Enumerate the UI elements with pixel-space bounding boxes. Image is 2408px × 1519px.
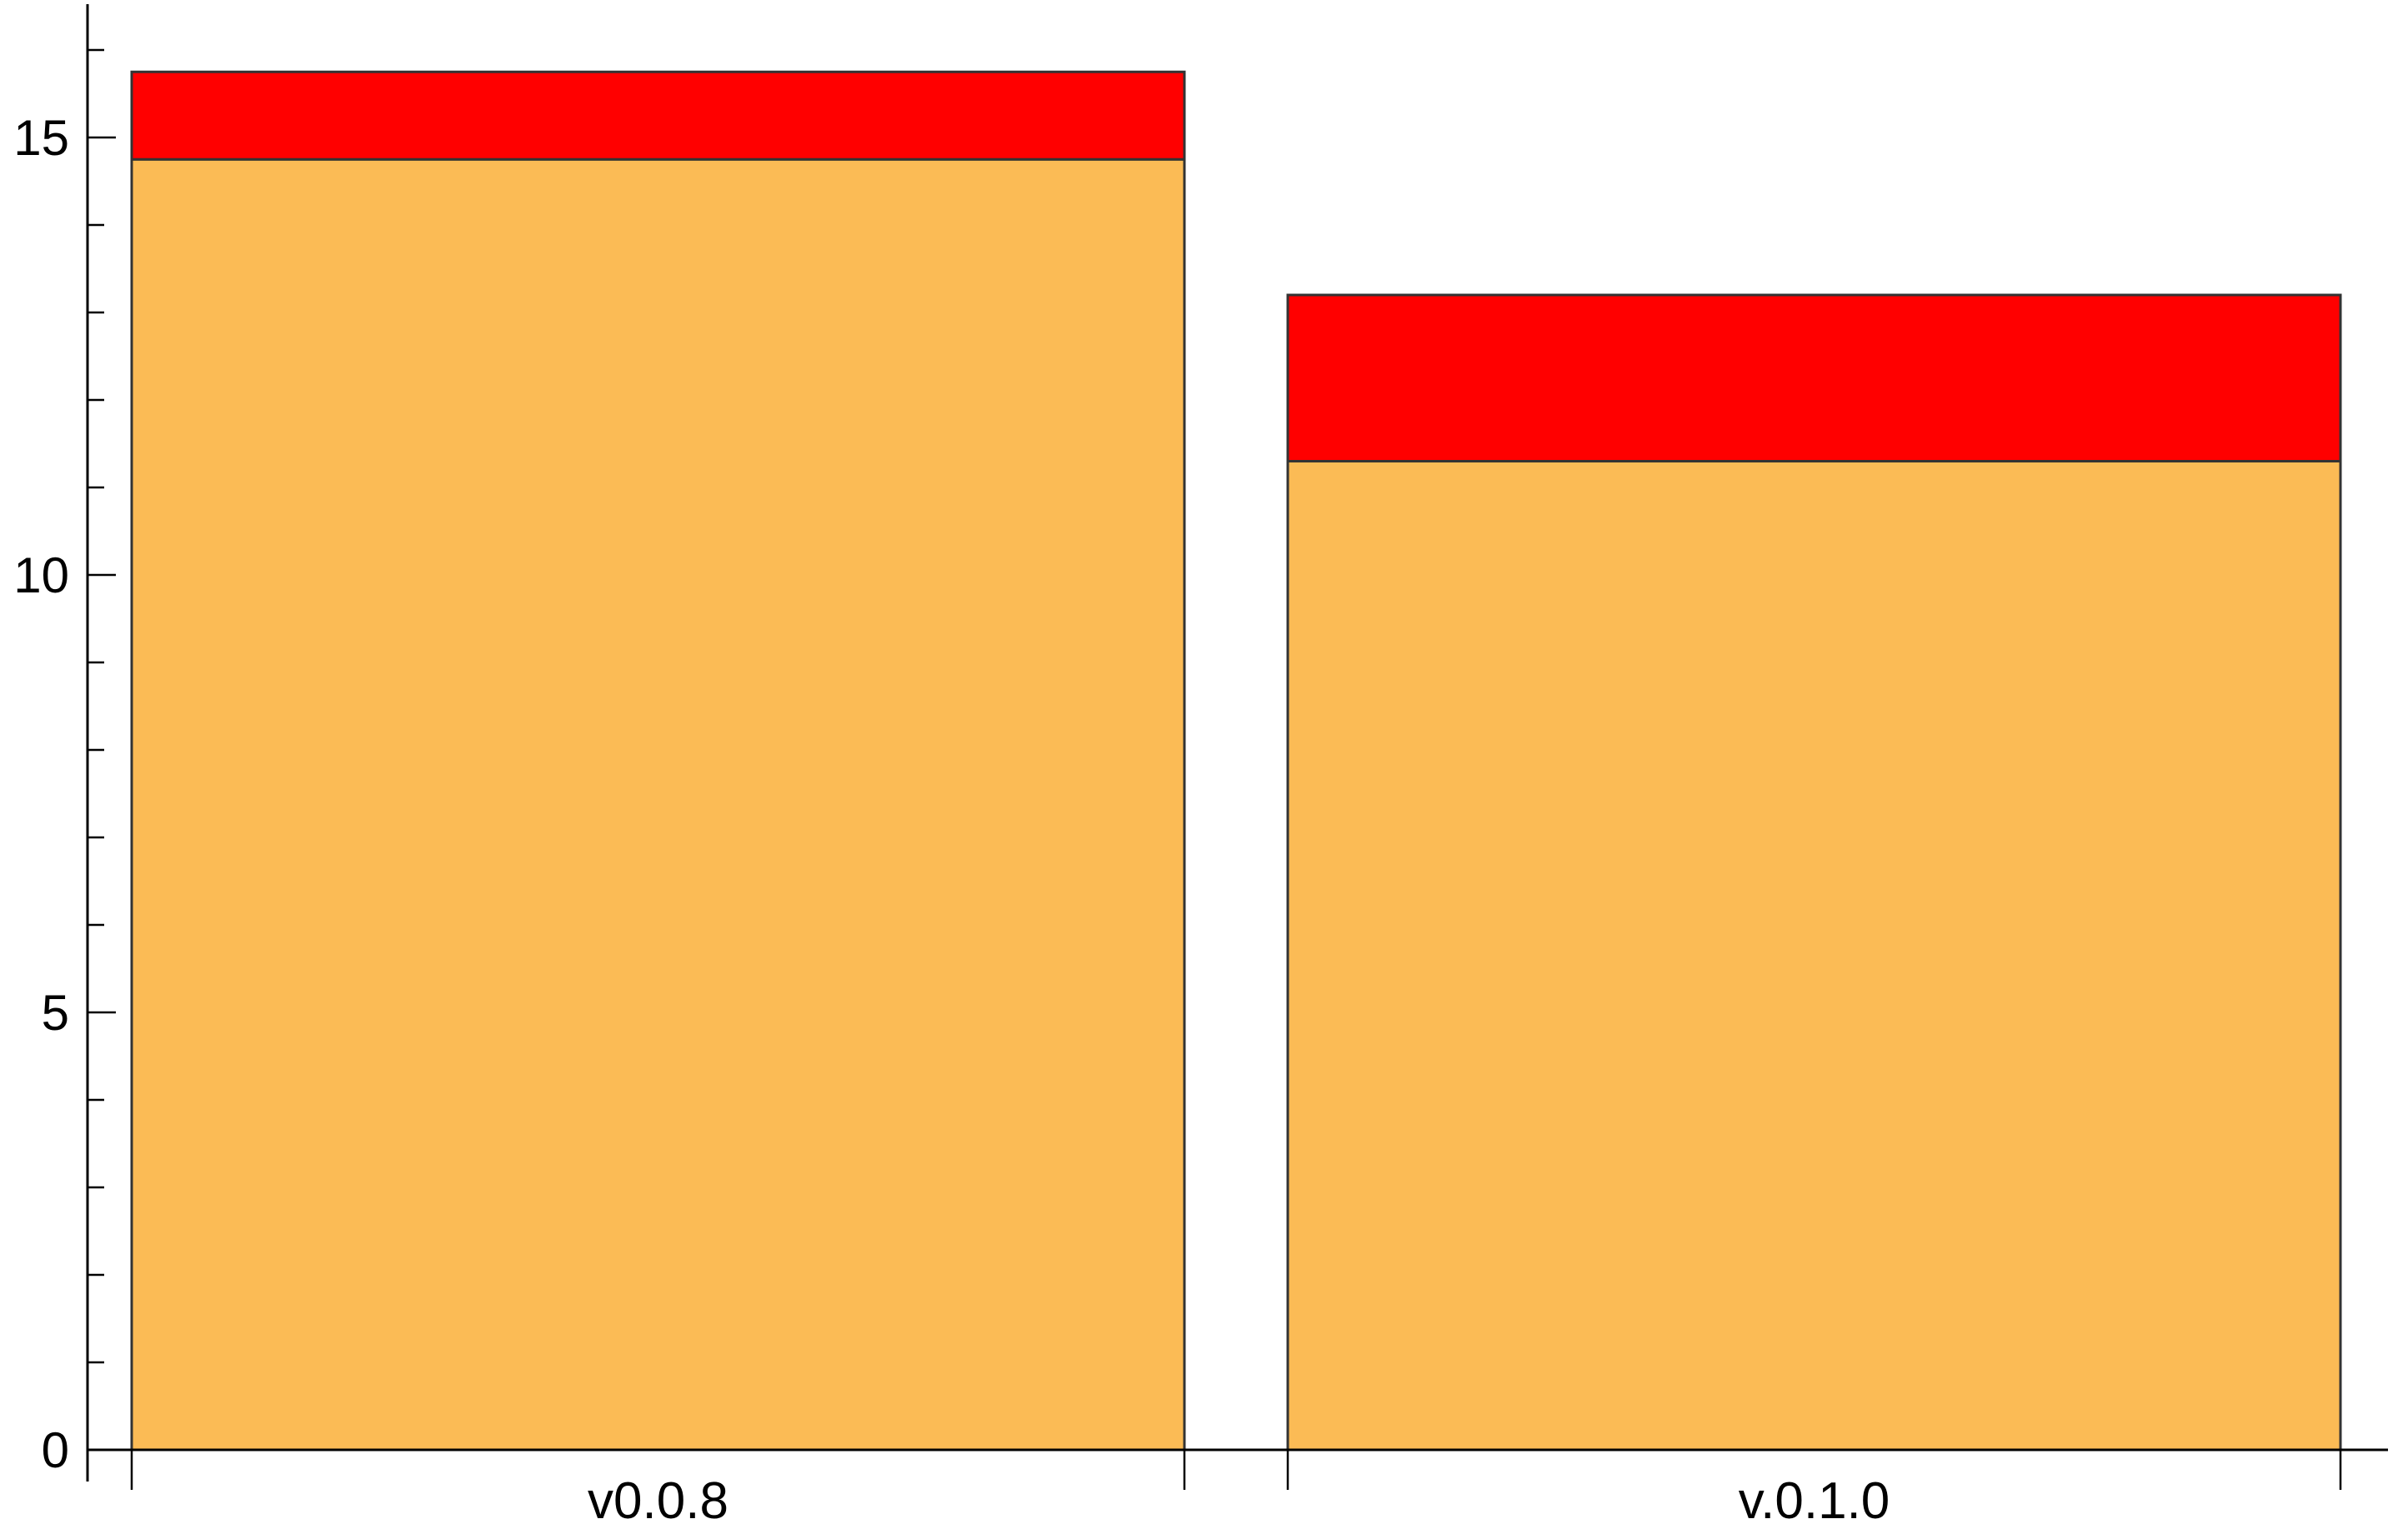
x-category-label-v0.0.8: v0.0.8: [588, 1472, 728, 1519]
y-tick-label-15: 15: [13, 110, 69, 166]
bar-v0.0.8-segment-1: [130, 157, 1186, 1452]
x-category-label-v.0.1.0: v.0.1.0: [1739, 1472, 1890, 1519]
x-ticks-group: v0.0.8 v.0.1.0: [130, 1450, 2342, 1519]
bar-v.0.1.0-segment-1: [1286, 460, 2342, 1452]
y-tick-label-10: 10: [13, 547, 69, 603]
y-ticks-group: 0 5 10 15: [13, 48, 116, 1478]
bars-group: [130, 70, 2342, 1452]
axes-group: [86, 4, 2388, 1482]
bar-v0.0.8-segment-2: [130, 70, 1186, 161]
y-tick-label-0: 0: [42, 1422, 69, 1478]
y-tick-label-5: 5: [42, 985, 69, 1041]
bar-v.0.1.0-segment-2: [1286, 293, 2342, 462]
